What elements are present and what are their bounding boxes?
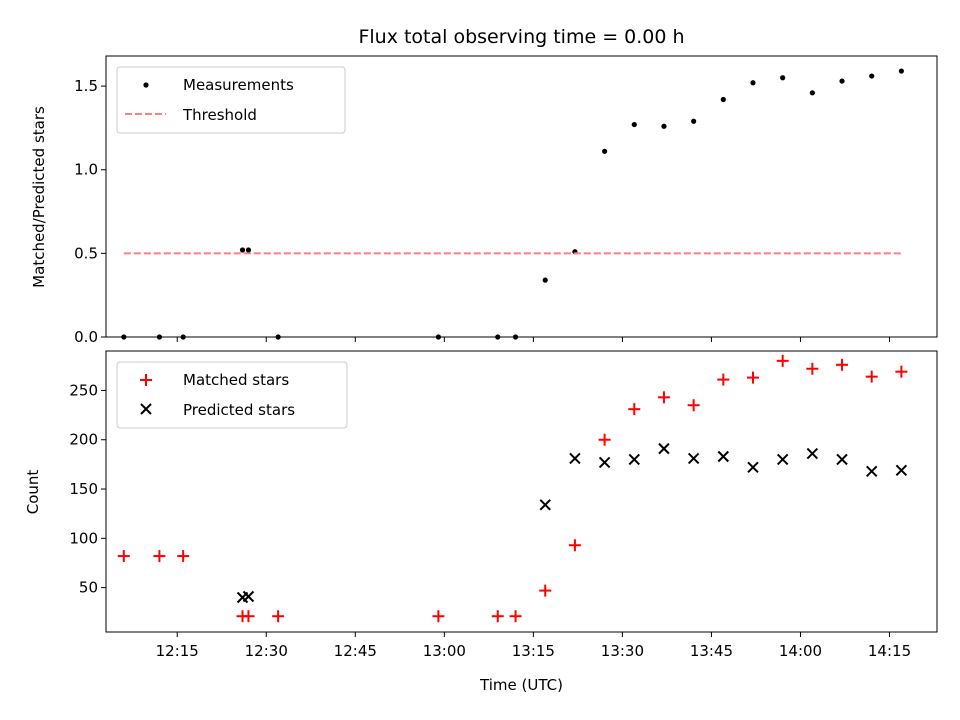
x-tick-label: 13:45 <box>690 642 733 660</box>
measurement-point <box>245 247 252 253</box>
measurement-point <box>780 75 786 81</box>
legend-predicted-label: Predicted stars <box>183 401 295 419</box>
predicted-star-point <box>747 461 759 474</box>
bottom-axes-frame <box>105 350 938 633</box>
x-tick-label: 14:15 <box>868 642 911 660</box>
predicted-star-point <box>776 453 789 466</box>
measurement-point <box>542 277 548 283</box>
y-tick-label: 50 <box>79 579 98 597</box>
predicted-star-point <box>539 499 551 511</box>
matched-star-point <box>776 354 789 367</box>
top-ylabel: Matched/Predicted stars <box>30 106 48 288</box>
top-legend: Measurements Threshold <box>116 66 346 134</box>
matched-star-point <box>539 584 552 597</box>
matched-star-point <box>153 550 166 563</box>
x-tick-label: 13:00 <box>423 642 466 660</box>
y-tick-label: 150 <box>69 480 98 498</box>
matched-star-point <box>509 610 522 623</box>
predicted-star-point <box>628 453 640 466</box>
matched-star-point <box>272 610 285 623</box>
bottom-panel: Count Time (UTC) 50 100 150 200 250 12:15 12:3… <box>24 350 938 694</box>
measurement-point <box>869 73 875 79</box>
top-panel: Flux total observing time = 0.00 h Match… <box>30 26 938 346</box>
measurement-point <box>691 118 697 124</box>
legend-measurements-marker <box>143 82 149 88</box>
bottom-ylabel: Count <box>24 470 42 515</box>
matched-star-point <box>895 365 908 378</box>
matched-star-point <box>177 550 190 563</box>
predicted-star-point <box>836 453 848 466</box>
predicted-star-point <box>806 447 819 460</box>
y-tick-label: 0.5 <box>74 244 98 262</box>
bottom-xlabel: Time (UTC) <box>479 676 563 694</box>
measurement-point <box>898 68 904 74</box>
top-legend-box <box>116 66 346 134</box>
measurement-point <box>602 148 608 154</box>
predicted-star-point <box>895 464 908 477</box>
x-tick-label: 13:15 <box>512 642 555 660</box>
matched-star-point <box>687 399 700 412</box>
legend-predicted-marker <box>140 403 152 415</box>
y-tick-label: 100 <box>69 529 98 547</box>
x-tick-label: 12:45 <box>334 642 377 660</box>
y-tick-label: 1.0 <box>74 161 98 179</box>
measurement-point <box>720 96 726 103</box>
x-tick-label: 12:30 <box>245 642 288 660</box>
matched-star-point <box>657 391 670 404</box>
x-tick-label: 13:30 <box>601 642 644 660</box>
predicted-star-point <box>569 452 581 465</box>
y-tick-label: 250 <box>69 381 98 399</box>
measurement-point <box>631 121 637 128</box>
matched-star-point <box>117 550 130 563</box>
legend-measurements-label: Measurements <box>183 76 294 94</box>
predicted-star-point <box>242 590 255 603</box>
measurement-point <box>239 247 246 253</box>
matched-star-point <box>432 610 445 623</box>
matched-star-point <box>242 610 255 623</box>
predicted-star-point <box>717 450 730 463</box>
top-title: Flux total observing time = 0.00 h <box>358 26 684 48</box>
y-tick-label: 1.5 <box>74 77 98 95</box>
bottom-legend-box <box>116 361 348 429</box>
matched-star-point <box>491 610 504 623</box>
measurement-point <box>661 123 667 129</box>
matched-star-point <box>628 403 641 416</box>
measurement-point <box>750 80 756 86</box>
predicted-star-point <box>658 442 670 455</box>
predicted-star-point <box>598 456 611 469</box>
x-tick-label: 14:00 <box>779 642 822 660</box>
top-axes-frame <box>105 55 938 338</box>
legend-threshold-label: Threshold <box>182 106 257 124</box>
matched-star-point <box>746 371 759 384</box>
measurement-point <box>809 90 815 96</box>
matched-star-point <box>568 539 581 552</box>
matched-star-point <box>598 433 611 446</box>
y-tick-label: 0.0 <box>74 328 98 346</box>
x-tick-label: 12:15 <box>156 642 199 660</box>
bottom-axis-ticks: 50 100 150 200 250 12:15 12:30 12:45 13:00 13:15 1… <box>69 381 911 660</box>
legend-matched-label: Matched stars <box>183 371 289 389</box>
bottom-plot-area <box>117 354 908 623</box>
matched-star-point <box>836 358 849 371</box>
matched-star-point <box>806 362 819 375</box>
y-tick-label: 200 <box>69 431 98 449</box>
matched-star-point <box>865 370 878 383</box>
measurement-point <box>839 78 845 84</box>
matched-star-point <box>717 373 730 386</box>
predicted-star-point <box>687 452 700 465</box>
legend-matched-marker <box>140 374 152 386</box>
bottom-legend: Matched stars Predicted stars <box>116 361 348 429</box>
predicted-star-point <box>866 465 878 477</box>
top-axis-ticks: 0.0 0.5 1.0 1.5 <box>74 77 891 346</box>
